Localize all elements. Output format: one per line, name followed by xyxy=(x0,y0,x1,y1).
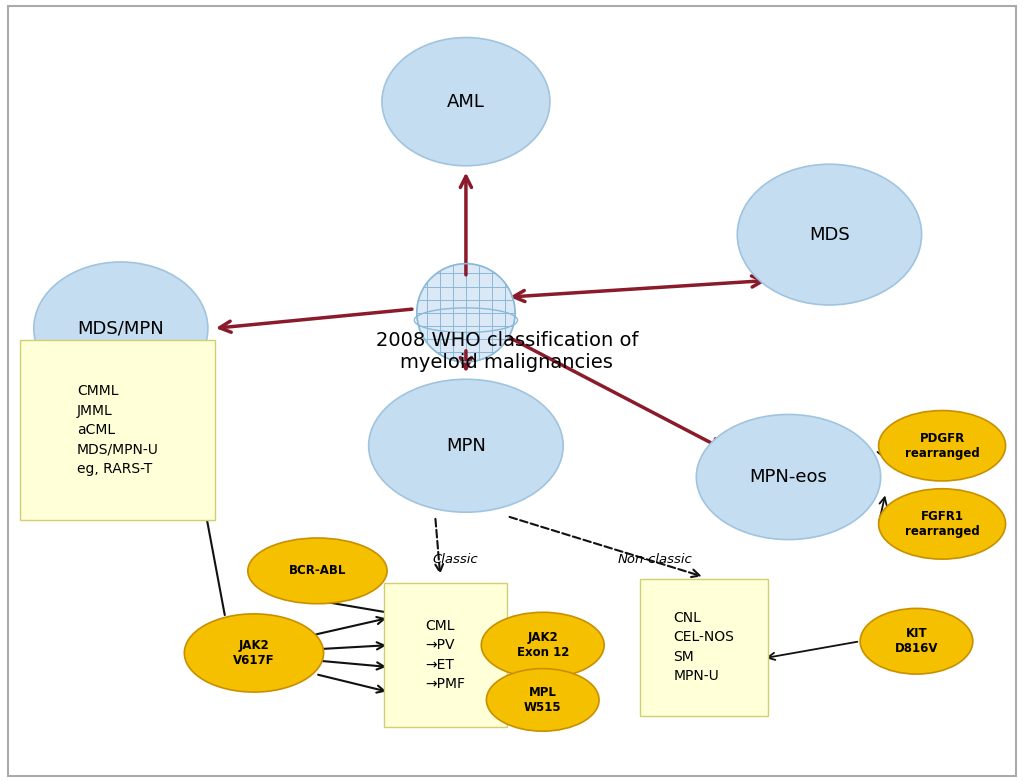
Ellipse shape xyxy=(369,379,563,512)
Text: MPL
W515: MPL W515 xyxy=(524,686,561,714)
Text: JAK2
V617F: JAK2 V617F xyxy=(233,639,274,667)
Text: Classic: Classic xyxy=(433,553,478,565)
Text: MPN: MPN xyxy=(446,436,485,455)
Text: FGFR1
rearranged: FGFR1 rearranged xyxy=(905,510,979,538)
Ellipse shape xyxy=(184,614,324,692)
Ellipse shape xyxy=(382,38,550,166)
Ellipse shape xyxy=(34,262,208,395)
Text: JAK2
Exon 12: JAK2 Exon 12 xyxy=(516,631,569,659)
Text: Non-classic: Non-classic xyxy=(618,553,692,565)
Ellipse shape xyxy=(696,414,881,540)
Text: KIT
D816V: KIT D816V xyxy=(895,627,938,655)
Text: 2008 WHO classification of
myeloid malignancies: 2008 WHO classification of myeloid malig… xyxy=(376,332,638,372)
Text: CML
→PV
→ET
→PMF: CML →PV →ET →PMF xyxy=(425,619,466,691)
FancyBboxPatch shape xyxy=(20,340,215,520)
FancyBboxPatch shape xyxy=(384,583,507,727)
Ellipse shape xyxy=(248,538,387,604)
Ellipse shape xyxy=(481,612,604,678)
Ellipse shape xyxy=(879,411,1006,481)
Ellipse shape xyxy=(417,264,515,362)
Text: CNL
CEL-NOS
SM
MPN-U: CNL CEL-NOS SM MPN-U xyxy=(674,611,734,683)
Text: CMML
JMML
aCML
MDS/MPN-U
eg, RARS-T: CMML JMML aCML MDS/MPN-U eg, RARS-T xyxy=(77,384,159,476)
Text: AML: AML xyxy=(447,92,484,111)
Text: MPN-eos: MPN-eos xyxy=(750,468,827,486)
Text: PDGFR
rearranged: PDGFR rearranged xyxy=(905,432,979,460)
FancyBboxPatch shape xyxy=(640,579,768,716)
Ellipse shape xyxy=(486,669,599,731)
Ellipse shape xyxy=(860,608,973,674)
Text: BCR-ABL: BCR-ABL xyxy=(289,565,346,577)
Text: MDS: MDS xyxy=(809,225,850,244)
Ellipse shape xyxy=(737,164,922,305)
Text: MDS/MPN: MDS/MPN xyxy=(78,319,164,338)
Ellipse shape xyxy=(879,489,1006,559)
